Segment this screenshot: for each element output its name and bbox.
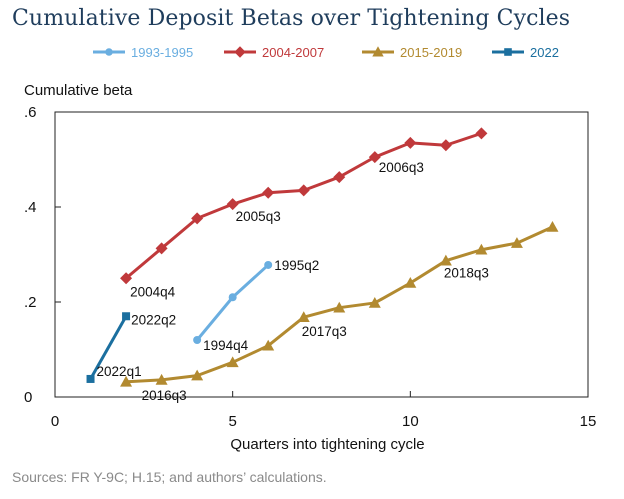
series-2004-2007 — [120, 127, 488, 285]
data-point — [155, 242, 168, 255]
axis-ticks: 0 5 10 15 0 .2 .4 .6 — [24, 104, 596, 430]
data-point — [297, 184, 310, 197]
x-tick-label: 5 — [228, 413, 236, 430]
annotation-label: 1994q4 — [203, 338, 249, 353]
legend-marker — [504, 48, 512, 56]
data-point — [226, 198, 239, 211]
source-note: Sources: FR Y-9C; H.15; and authors’ cal… — [12, 469, 327, 485]
chart-title: Cumulative Deposit Betas over Tightening… — [12, 6, 571, 31]
legend-marker — [372, 46, 384, 57]
data-point — [264, 260, 273, 269]
data-point — [404, 136, 417, 149]
x-tick-label: 0 — [51, 413, 59, 430]
data-point — [193, 336, 202, 344]
series-2022 — [86, 312, 131, 383]
annotation-label: 1995q2 — [274, 258, 319, 273]
data-point — [439, 139, 452, 152]
data-point — [546, 220, 559, 232]
data-point — [120, 272, 133, 285]
annotation-label: 2017q3 — [302, 324, 347, 339]
data-point — [333, 301, 346, 313]
data-point — [475, 127, 488, 140]
y-tick-label: .2 — [24, 294, 37, 311]
annotation-label: 2004q4 — [130, 284, 176, 299]
legend-item: 2004-2007 — [224, 45, 324, 60]
series-line — [89, 315, 128, 380]
series-2015-2019 — [120, 220, 559, 387]
data-point — [297, 311, 310, 322]
x-tick-label: 15 — [580, 413, 597, 430]
data-point — [262, 339, 275, 351]
data-point — [439, 254, 452, 266]
annotation-label: 2006q3 — [379, 160, 424, 175]
data-point — [510, 237, 523, 248]
series-1993-1995 — [193, 260, 273, 344]
legend-item: 1993-1995 — [93, 45, 193, 60]
data-point — [191, 369, 204, 381]
data-point — [368, 296, 381, 308]
plot-frame — [54, 111, 589, 398]
legend-item: 2015-2019 — [362, 45, 462, 60]
series-line — [125, 131, 482, 280]
legend-marker — [105, 48, 113, 56]
x-axis-label: Quarters into tightening cycle — [230, 436, 424, 453]
data-point — [228, 293, 237, 302]
legend: 1993-1995 2004-2007 2015-2019 2022 — [93, 45, 559, 60]
legend-label: 2022 — [530, 45, 559, 60]
legend-label: 1993-1995 — [131, 45, 193, 60]
annotation-label: 2018q3 — [444, 266, 489, 281]
annotation-layer: 1995q2 1994q4 2004q4 2005q3 2006q3 2016q3 2017… — [97, 160, 489, 403]
legend-item: 2022 — [492, 45, 559, 60]
data-point — [262, 186, 275, 199]
data-point — [404, 277, 417, 288]
y-tick-label: .6 — [24, 104, 37, 121]
data-point — [155, 373, 168, 385]
y-tick-label: 0 — [24, 389, 32, 406]
annotation-label: 2022q2 — [131, 312, 176, 327]
data-point — [122, 312, 131, 321]
y-tick-label: .4 — [24, 199, 37, 216]
data-point — [191, 212, 204, 225]
data-point — [120, 375, 133, 387]
annotation-label: 2016q3 — [142, 388, 187, 403]
series-line — [195, 263, 270, 341]
legend-label: 2004-2007 — [262, 45, 324, 60]
series-layer — [86, 127, 559, 387]
data-point — [226, 356, 239, 368]
data-point — [333, 171, 346, 184]
data-point — [86, 374, 95, 383]
legend-marker — [234, 46, 246, 58]
data-point — [368, 151, 381, 164]
data-point — [475, 243, 488, 255]
y-axis-label: Cumulative beta — [24, 82, 133, 99]
x-tick-label: 10 — [402, 413, 419, 430]
annotation-label: 2005q3 — [236, 209, 281, 224]
legend-label: 2015-2019 — [400, 45, 462, 60]
annotation-label: 2022q1 — [97, 364, 142, 379]
